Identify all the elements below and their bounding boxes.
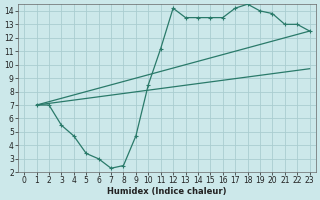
X-axis label: Humidex (Indice chaleur): Humidex (Indice chaleur) [107, 187, 227, 196]
